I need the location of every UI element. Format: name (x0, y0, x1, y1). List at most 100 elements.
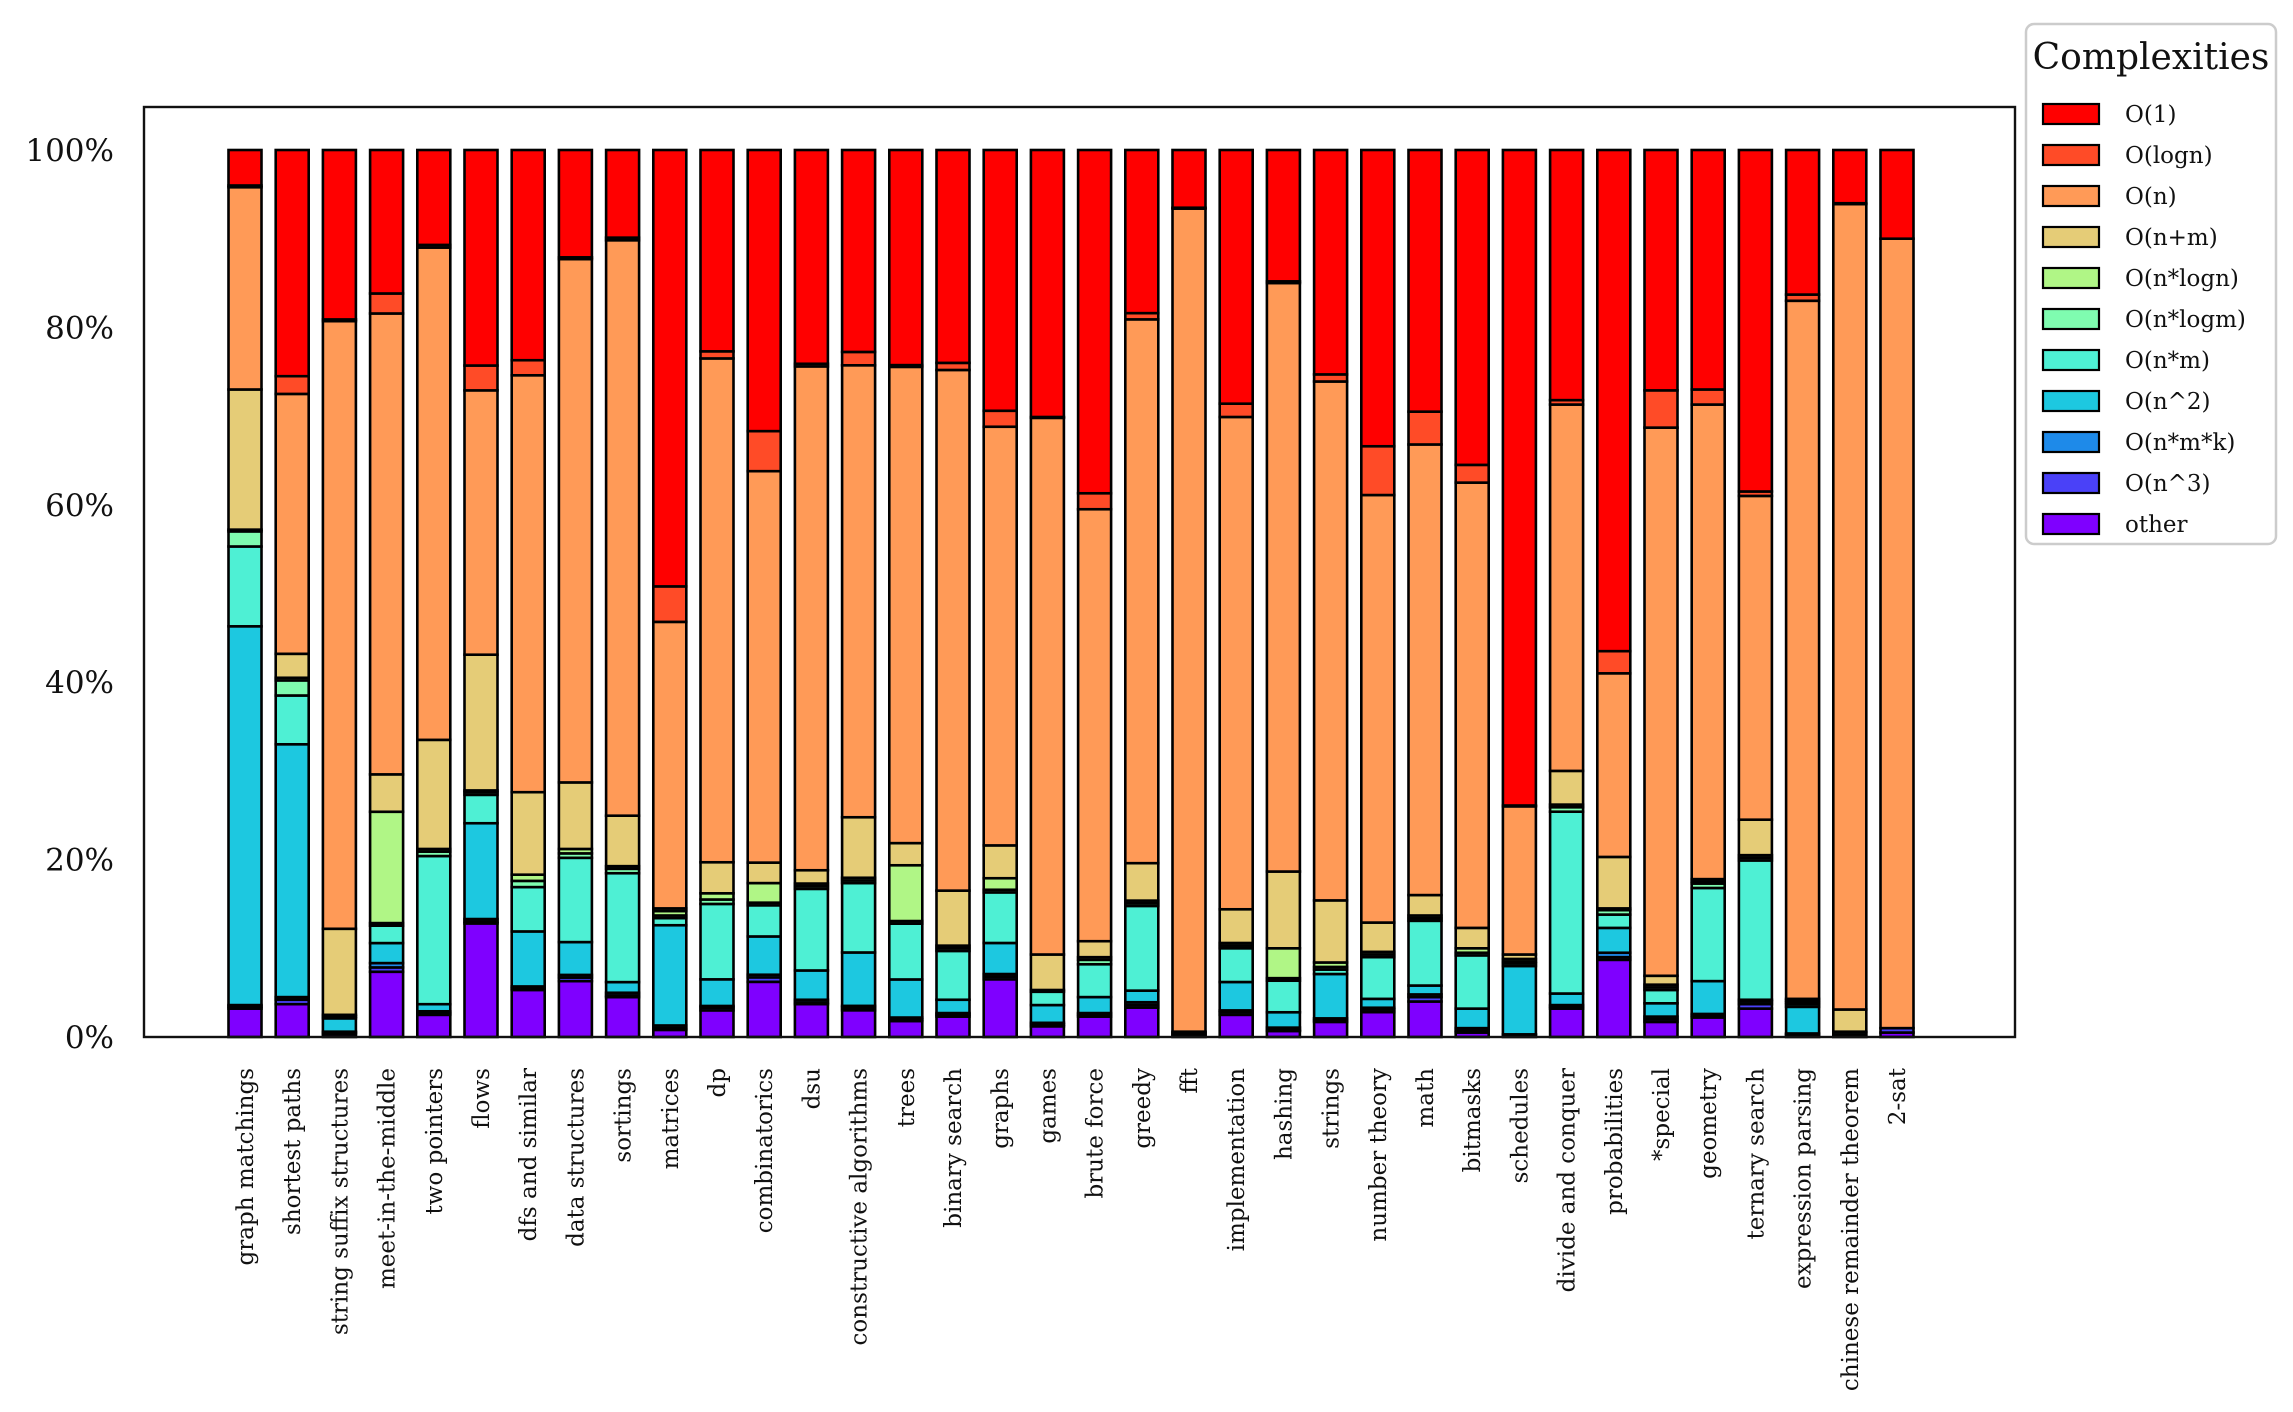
bar-segment (840, 363, 877, 819)
bar-segment (604, 980, 641, 995)
x-tick-label: games (1035, 1068, 1061, 1144)
bar-stack-geometry (1690, 148, 1726, 1039)
legend-label: O(1) (2125, 102, 2176, 128)
legend-item: O(n*logm) (2041, 307, 2246, 333)
bar-segment (415, 246, 452, 742)
legend-label: O(n^3) (2125, 471, 2211, 497)
x-tick-label: dfs and similar (516, 1068, 542, 1241)
bar-segment (1737, 494, 1774, 821)
bar-segment (1737, 859, 1774, 1002)
x-tick-label: dsu (799, 1068, 825, 1109)
bar-stack-dp (699, 148, 735, 1039)
bar-segment (1596, 148, 1632, 653)
legend-item: O(n^3) (2041, 471, 2211, 497)
bar-segment (1690, 979, 1726, 1016)
bar-segment (1643, 1001, 1679, 1018)
bar-segment (557, 257, 594, 784)
bar-stack-bitmasks (1454, 148, 1490, 1039)
y-tick-label: 100% (25, 133, 114, 169)
bar-stack-probabilities (1596, 148, 1632, 1039)
bar-segment (1548, 1007, 1585, 1039)
bar-segment (1454, 1007, 1490, 1030)
bar-stack-fft (1171, 148, 1207, 1039)
legend-item: O(n*m*k) (2041, 430, 2235, 456)
bar-segment (604, 148, 641, 239)
bar-segment (463, 389, 499, 657)
bar-segment (746, 881, 783, 904)
x-tick-label: implementation (1224, 1068, 1250, 1251)
bar-segment (1265, 870, 1302, 950)
x-tick-label: bitmasks (1460, 1068, 1486, 1172)
legend-label: O(n*m) (2125, 348, 2210, 374)
bar-segment (746, 980, 783, 1039)
bar-segment (1690, 148, 1726, 391)
bar-stack-combinatorics (746, 148, 783, 1039)
bar-segment (415, 148, 452, 247)
bar-segment (1737, 1007, 1774, 1039)
bar-segment (368, 970, 405, 1039)
legend-item: O(n) (2041, 184, 2177, 210)
x-tick-label: flows (469, 1068, 495, 1129)
x-tick-label: brute force (1083, 1068, 1109, 1199)
plot-frame (142, 105, 2017, 1039)
bar-segment (1312, 972, 1349, 1020)
bar-segment (368, 292, 405, 315)
bar-segment (699, 148, 735, 353)
bar-segment (1832, 202, 1868, 1011)
bar-segment (793, 887, 830, 972)
bar-segment (1360, 148, 1396, 448)
bar-segment (604, 814, 641, 868)
bar-segment (699, 860, 735, 895)
bar-segment (1643, 1020, 1679, 1039)
x-tick-label: dp (705, 1068, 731, 1097)
bar-segment (1501, 964, 1538, 1036)
bar-segment (1407, 893, 1443, 917)
legend-label: O(n+m) (2125, 225, 2218, 251)
legend-label: O(n*m*k) (2125, 430, 2235, 456)
bar-segment (1218, 1013, 1254, 1039)
bar-segment (1360, 955, 1396, 1001)
bar-segment (1643, 426, 1679, 978)
bar-stack-divide-and-conquer (1548, 148, 1585, 1039)
bar-segment (368, 941, 405, 965)
bar-segment (1265, 946, 1302, 980)
bar-stack-expression-parsing (1784, 148, 1821, 1039)
bar-segment (463, 793, 499, 825)
x-tick-label: two pointers (422, 1068, 448, 1214)
bar-segment (1076, 491, 1113, 511)
bar-segment (1737, 148, 1774, 493)
bar-segment (510, 148, 547, 362)
bar-segment (415, 854, 452, 1006)
bar-segment (1643, 988, 1679, 1005)
bar-segment (274, 392, 311, 656)
bar-stack-chinese-remainder-theorem (1832, 148, 1868, 1039)
bar-segment (1548, 403, 1585, 773)
legend-swatch (2041, 266, 2101, 290)
bar-segment (1501, 805, 1538, 956)
bar-segment (887, 148, 924, 367)
bar-segment (1218, 946, 1254, 984)
bar-segment (1029, 148, 1066, 419)
bar-segment (840, 951, 877, 1008)
bar-stack-math (1407, 148, 1443, 1039)
bar-segment (1124, 989, 1160, 1004)
bar-stack-greedy (1124, 148, 1160, 1039)
bar-segment (1690, 403, 1726, 881)
bar-segment (1312, 380, 1349, 902)
bar-segment (274, 374, 311, 396)
bar-stack-hashing (1265, 148, 1302, 1039)
bar-segment (368, 810, 405, 925)
bar-segment (510, 930, 547, 988)
bar-stack-number-theory (1360, 148, 1396, 1039)
axes-layer: graph matchings shortest paths string suff… (25, 105, 2017, 1391)
bar-segment (510, 988, 547, 1039)
bar-segment (1029, 1003, 1066, 1025)
bar-segment (840, 1009, 877, 1039)
legend: Complexities O(1) O(logn) O(n) O(n+m) O(n*log… (2024, 22, 2278, 546)
bar-segment (1360, 997, 1396, 1010)
bar-segment (510, 885, 547, 933)
bar-segment (557, 856, 594, 944)
bar-segment (1879, 148, 1915, 240)
bar-segment (887, 841, 924, 867)
bar-segment (368, 312, 405, 776)
